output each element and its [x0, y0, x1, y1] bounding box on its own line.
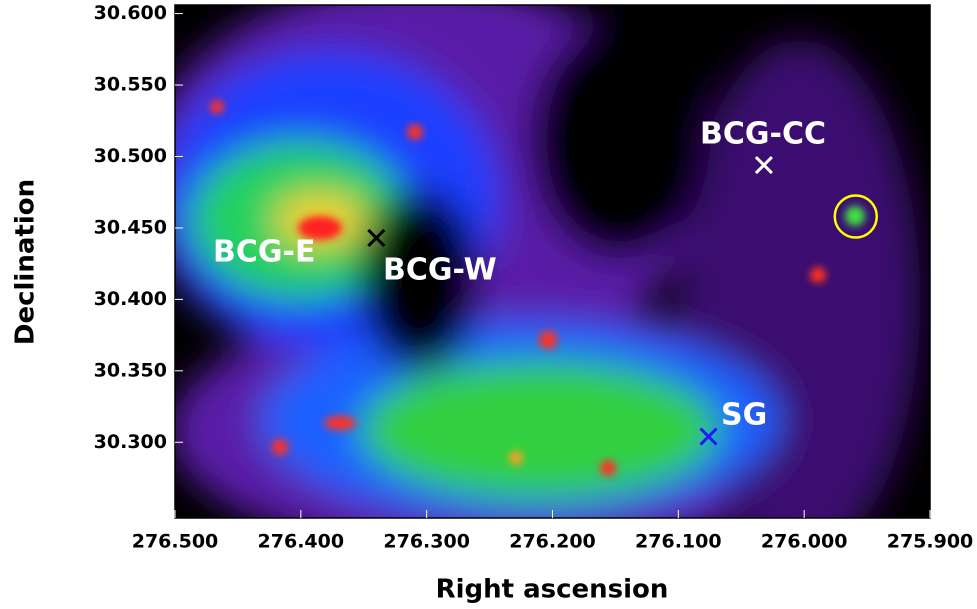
y-tick-label: 30.300 [94, 431, 167, 453]
y-tick-label: 30.500 [94, 145, 167, 167]
xray-image [175, 5, 930, 518]
x-axis-label: Right ascension [436, 575, 669, 605]
y-axis-label: Declination [11, 179, 41, 345]
x-tick-label: 276.000 [761, 531, 848, 553]
y-tick-label: 30.400 [94, 288, 167, 310]
marker-cross [367, 228, 386, 247]
y-tick-label: 30.550 [94, 74, 167, 96]
marker-cross [699, 427, 718, 446]
marker-circle [833, 194, 879, 239]
x-tick-label: 276.500 [132, 531, 219, 553]
x-tick-label: 276.300 [383, 531, 470, 553]
x-tick-label: 276.100 [635, 531, 722, 553]
y-tick-label: 30.450 [94, 216, 167, 238]
annotation: BCG-CC [700, 117, 826, 152]
annotation: SG [721, 398, 767, 433]
marker-cross [754, 155, 773, 175]
y-tick-label: 30.600 [94, 2, 167, 24]
x-tick-label: 275.900 [887, 531, 974, 553]
x-tick-label: 276.400 [258, 531, 345, 553]
annotation: BCG-W [383, 253, 497, 288]
x-tick-label: 276.200 [509, 531, 596, 553]
y-tick-label: 30.350 [94, 359, 167, 381]
annotation: BCG-E [213, 235, 315, 270]
